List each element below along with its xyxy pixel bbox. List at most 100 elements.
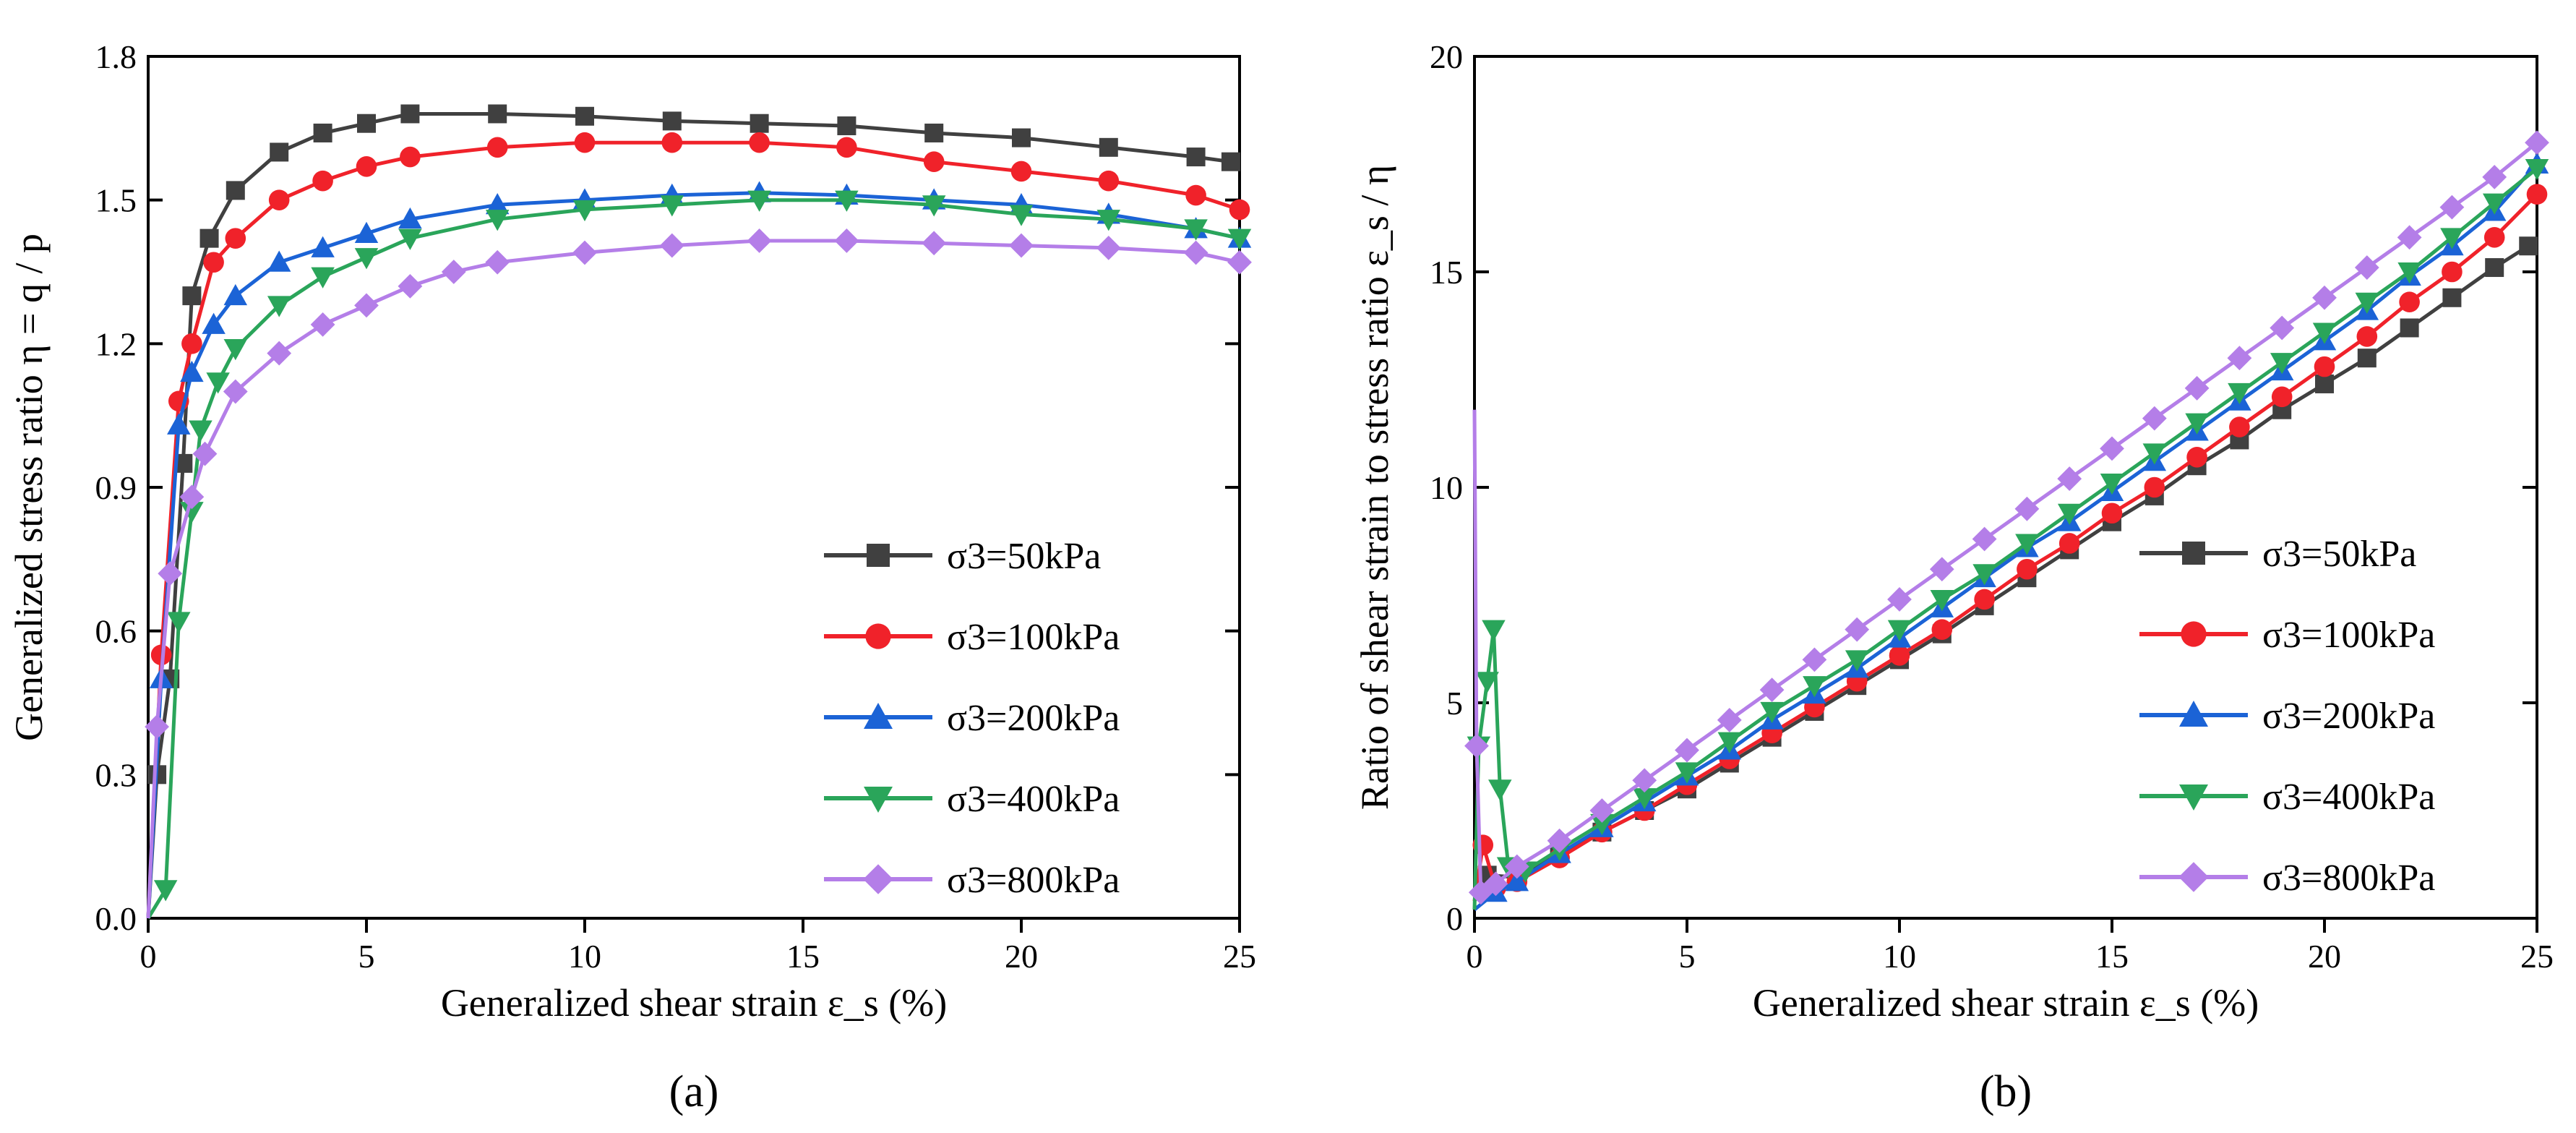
data-point (1096, 235, 1121, 260)
data-point (398, 207, 422, 229)
data-point (1096, 210, 1121, 231)
legend-label: σ3=400kPa (947, 779, 1120, 820)
data-point (2485, 258, 2504, 278)
data-point (2057, 466, 2082, 491)
x-tick-label: 10 (1883, 938, 1916, 975)
y-tick-label: 0.0 (95, 900, 137, 937)
data-point (1931, 619, 1953, 640)
x-tick-label: 25 (1223, 938, 1256, 975)
data-point (356, 156, 377, 177)
data-point (2270, 353, 2294, 375)
data-point (2354, 255, 2379, 280)
data-point (180, 360, 204, 382)
y-tick-label: 0.3 (95, 756, 137, 793)
data-point (226, 181, 245, 200)
data-point (357, 114, 376, 133)
data-point (1632, 768, 1657, 793)
panel-b-legend: σ3=50kPa σ3=100kPa σ3=200kPa σ3=400kPa σ3=80… (2139, 534, 2435, 899)
legend-marker (2179, 701, 2208, 727)
data-point (192, 441, 218, 466)
panel-a-xlabel: Generalized shear strain ε_s (%) (441, 981, 947, 1025)
data-point (923, 151, 945, 172)
data-point (158, 561, 183, 586)
data-point (1675, 737, 1699, 763)
data-point (2399, 291, 2420, 313)
data-point (2482, 193, 2507, 215)
data-point (660, 195, 684, 217)
legend-label: σ3=800kPa (2262, 858, 2435, 899)
data-point (2184, 376, 2210, 401)
data-point (2314, 356, 2335, 377)
data-point (167, 413, 191, 435)
data-point (750, 114, 769, 133)
legend-marker (2181, 621, 2207, 647)
data-point (398, 273, 423, 299)
data-point (2400, 318, 2419, 338)
legend-label: σ3=400kPa (2262, 777, 2435, 818)
legend-label: σ3=100kPa (2262, 615, 2435, 656)
data-point (1675, 762, 1699, 784)
data-point (1589, 798, 1615, 823)
data-point (572, 200, 597, 222)
panel-a-legend: σ3=50kPa σ3=100kPa σ3=200kPa σ3=400kPa σ3=80… (824, 536, 1120, 901)
data-point (922, 195, 946, 217)
legend-label: σ3=100kPa (947, 617, 1120, 658)
data-point (2270, 315, 2295, 341)
y-tick-label: 0.6 (95, 613, 137, 650)
data-point (2442, 288, 2462, 307)
data-point (1186, 147, 1206, 167)
series-line-3 (146, 191, 1240, 919)
y-tick-label: 20 (1430, 38, 1463, 75)
data-point (398, 228, 422, 250)
data-point (836, 137, 857, 158)
legend-marker (865, 623, 891, 649)
x-tick-label: 25 (2520, 938, 2554, 975)
y-tick-label: 10 (1430, 469, 1463, 506)
data-point (575, 106, 594, 126)
data-point (223, 379, 248, 404)
data-point (313, 123, 332, 142)
data-point (354, 293, 379, 318)
data-point (1547, 828, 1572, 853)
data-point (203, 252, 224, 273)
data-point (922, 231, 947, 256)
data-point (441, 260, 466, 284)
data-point (2312, 322, 2337, 344)
data-point (1717, 732, 1742, 753)
data-point (2519, 236, 2538, 256)
x-tick-label: 5 (359, 938, 375, 975)
data-point (2439, 194, 2465, 220)
x-tick-label: 5 (1679, 938, 1696, 975)
legend-marker (2182, 542, 2205, 565)
data-point (2101, 503, 2123, 524)
data-point (311, 267, 335, 288)
data-point (2228, 382, 2251, 405)
data-point (199, 228, 219, 248)
data-point (837, 116, 856, 136)
data-point (145, 714, 169, 740)
data-point (1845, 650, 1869, 672)
panel-a-label: (a) (669, 1067, 719, 1116)
data-point (1482, 620, 1506, 641)
data-point (1475, 672, 1499, 693)
legend-marker (2178, 862, 2209, 892)
data-point (1505, 870, 1529, 892)
data-point (574, 132, 596, 153)
data-point (223, 338, 248, 361)
data-point (835, 190, 859, 212)
data-point (1229, 199, 1250, 221)
data-point (400, 104, 420, 124)
data-point (2057, 503, 2082, 526)
data-point (1974, 589, 1995, 610)
data-point (1227, 228, 1252, 250)
data-point (659, 233, 684, 258)
data-point (2525, 130, 2549, 155)
data-point (488, 104, 507, 124)
data-point (1632, 788, 1657, 810)
panel-b: 0 5 10 15 20 25 0 5 10 15 20 σ3=50kPa σ3=100kPa σ3=2… (1353, 38, 2554, 1116)
data-point (182, 286, 202, 306)
data-point (270, 142, 289, 162)
data-point (1227, 249, 1252, 275)
data-point (225, 228, 246, 249)
